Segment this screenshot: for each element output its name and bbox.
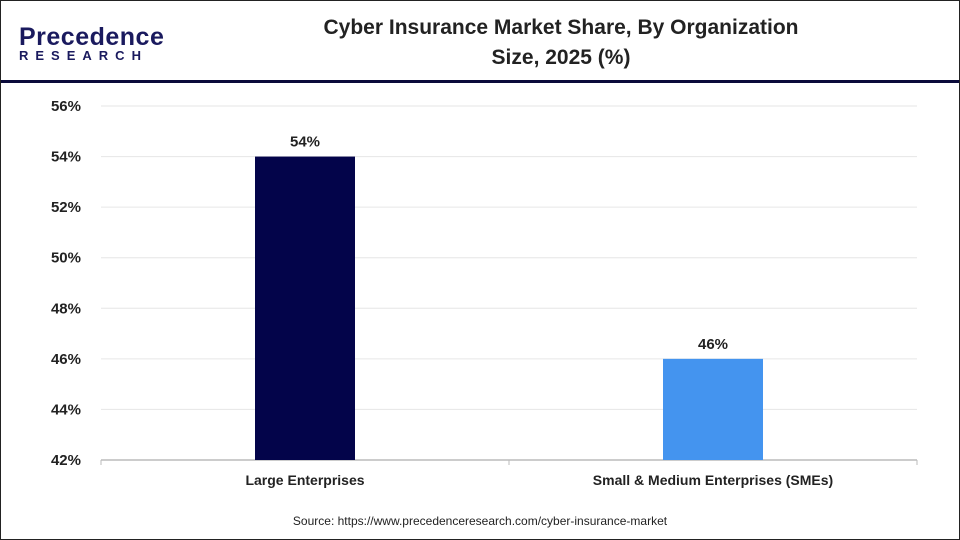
chart-title: Cyber Insurance Market Share, By Organiz… [323,16,799,69]
y-tick-label: 54% [51,149,81,166]
y-tick-label: 42% [51,452,81,469]
y-tick-label: 44% [51,401,81,418]
x-tick-label: Large Enterprises [245,472,364,488]
bar [255,156,355,461]
y-tick-label: 50% [51,250,81,267]
data-label: 54% [290,134,320,151]
data-label: 46% [698,336,728,353]
y-tick-label: 56% [51,98,81,115]
y-tick-label: 48% [51,300,81,317]
x-tick-label: Small & Medium Enterprises (SMEs) [593,472,833,488]
y-tick-label: 52% [51,199,81,216]
logo-line2: RESEARCH [19,48,148,63]
header-divider [1,80,959,83]
precedence-research-logo: Precedence RESEARCH [19,23,164,63]
bar [663,358,763,460]
y-tick-label: 46% [51,351,81,368]
source-note: Source: https://www.precedenceresearch.c… [292,514,668,528]
logo-line1: Precedence [19,23,165,51]
